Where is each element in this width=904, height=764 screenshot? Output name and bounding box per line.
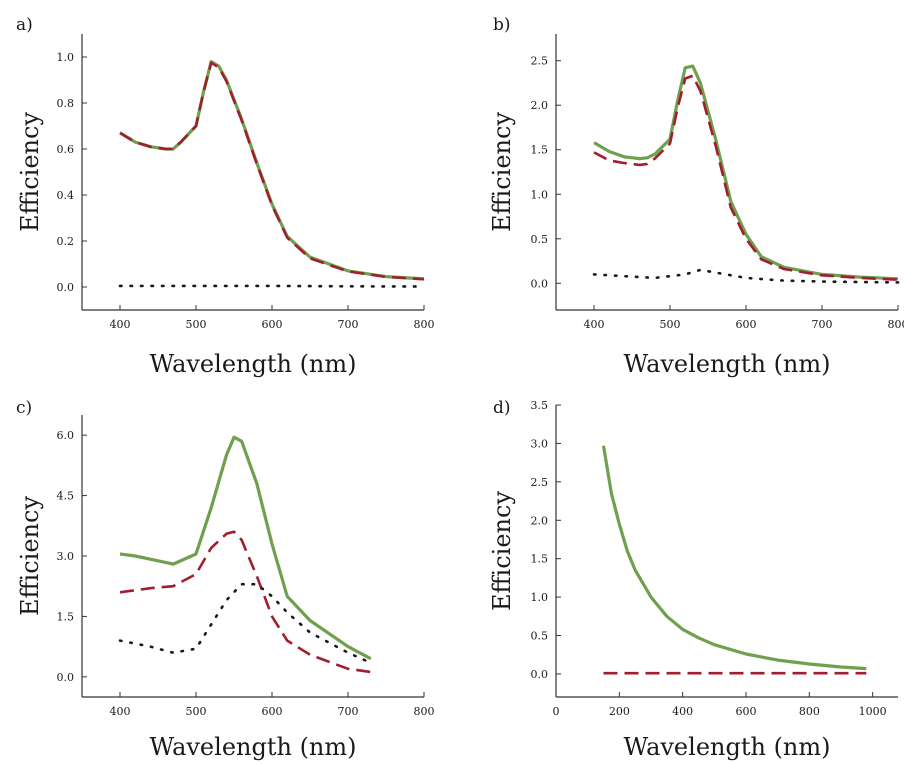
y-tick-label: 0.0	[57, 671, 75, 684]
y-tick-label: 2.5	[531, 55, 549, 68]
panel-label: c)	[16, 398, 32, 418]
y-tick-label: 1.5	[57, 610, 75, 623]
y-tick-label: 0.2	[57, 235, 75, 248]
x-tick-label: 700	[338, 318, 359, 331]
y-tick-label: 1.0	[531, 591, 549, 604]
x-tick-label: 200	[609, 705, 630, 718]
y-tick-label: 0.0	[57, 281, 75, 294]
y-tick-label: 2.5	[531, 476, 549, 489]
y-tick-label: 1.0	[531, 188, 549, 201]
y-axis-title: Efficiency	[488, 112, 516, 232]
x-tick-label: 500	[660, 318, 681, 331]
y-tick-label: 0.4	[57, 189, 75, 202]
x-tick-label: 800	[799, 705, 820, 718]
series-line-dashed	[119, 530, 371, 674]
series-line-solid	[601, 445, 867, 671]
y-axis-title: Efficiency	[16, 112, 44, 232]
series-line-solid	[119, 59, 425, 281]
series-line-solid	[119, 435, 372, 661]
y-tick-label: 0.5	[531, 233, 549, 246]
panel-label: b)	[493, 15, 511, 35]
panel-label: d)	[493, 398, 511, 418]
x-tick-label: 800	[414, 705, 435, 718]
x-tick-label: 800	[414, 318, 435, 331]
series-line-dotted	[118, 582, 373, 665]
x-tick-label: 400	[672, 705, 693, 718]
x-tick-label: 600	[262, 318, 283, 331]
y-tick-label: 0.0	[531, 668, 549, 681]
panel-label: a)	[16, 15, 33, 35]
x-tick-label: 500	[186, 705, 207, 718]
x-axis-title: Wavelength (nm)	[149, 350, 356, 378]
y-tick-label: 0.8	[57, 97, 75, 110]
x-tick-label: 500	[186, 318, 207, 331]
series-line-dotted	[592, 268, 900, 284]
y-tick-label: 3.5	[531, 399, 549, 412]
x-tick-label: 800	[888, 318, 904, 331]
x-tick-label: 0	[553, 705, 560, 718]
y-axis-title: Efficiency	[16, 496, 44, 616]
y-axis-title: Efficiency	[488, 491, 516, 611]
y-tick-label: 2.0	[531, 514, 549, 527]
y-tick-label: 0.5	[531, 630, 549, 643]
x-tick-label: 600	[736, 705, 757, 718]
y-tick-label: 0.0	[531, 277, 549, 290]
chart-panel-3: 0.0 1.5 3.0 4.5 6.0 400 500 600 700 800 c) Waveleng…	[16, 398, 435, 761]
series-line-dashed	[119, 61, 425, 281]
x-tick-label: 400	[584, 318, 605, 331]
x-axis-title: Wavelength (nm)	[149, 733, 356, 761]
series-line-dashed	[593, 74, 899, 281]
x-tick-label: 400	[110, 705, 131, 718]
y-tick-label: 3.0	[531, 437, 549, 450]
series-line-dotted	[118, 284, 426, 288]
y-tick-label: 4.5	[57, 490, 75, 503]
y-tick-label: 0.6	[57, 143, 75, 156]
y-tick-label: 1.0	[57, 51, 75, 64]
chart-panel-1: 0.0 0.2 0.4 0.6 0.8 1.0 400 500 600 700 800 a) Wavel…	[16, 15, 435, 378]
y-tick-label: 2.0	[531, 99, 549, 112]
x-axis-title: Wavelength (nm)	[623, 733, 830, 761]
y-tick-label: 6.0	[57, 429, 75, 442]
x-axis-title: Wavelength (nm)	[623, 350, 830, 378]
chart-panel-4: 0.0 0.5 1.0 1.5 2.0 2.5 3.0 3.5 0 200 400 600 800 100…	[488, 398, 898, 761]
x-tick-label: 600	[736, 318, 757, 331]
x-tick-label: 400	[110, 318, 131, 331]
x-tick-label: 700	[812, 318, 833, 331]
y-tick-label: 1.5	[531, 144, 549, 157]
x-tick-label: 700	[338, 705, 359, 718]
x-tick-label: 600	[262, 705, 283, 718]
y-tick-label: 3.0	[57, 550, 75, 563]
series-line-solid	[593, 64, 899, 281]
x-tick-label: 1000	[859, 705, 887, 718]
chart-panel-2: 0.0 0.5 1.0 1.5 2.0 2.5 400 500 600 700 800 b) Wavel…	[488, 15, 904, 378]
y-tick-label: 1.5	[531, 553, 549, 566]
